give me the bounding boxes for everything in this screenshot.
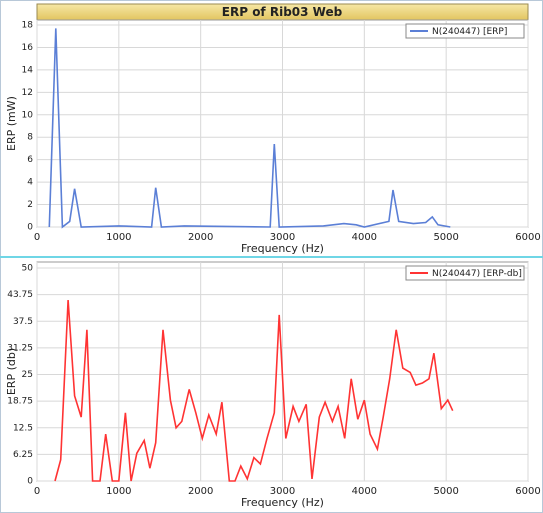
x-tick-label: 4000 [352,232,377,243]
x-axis-label: Frequency (Hz) [241,496,324,509]
legend-box [405,23,525,39]
y-tick-label: 2 [27,200,33,210]
y-tick-label: 8 [27,133,33,143]
x-tick-label: 3000 [270,486,295,497]
data-line [48,28,451,229]
y-tick-label: 18 [22,21,34,31]
y-tick-label: 0 [27,477,33,487]
x-tick-label: 0 [34,232,40,243]
x-tick-label: 4000 [352,486,377,497]
y-tick-label: 6.25 [13,450,33,460]
legend-label: N(240447) [ERP] [432,27,507,37]
y-tick-label: 31.25 [7,343,33,353]
x-tick-label: 3000 [270,232,295,243]
y-tick-label: 18.75 [7,397,33,407]
x-axis-label: Frequency (Hz) [241,242,324,255]
x-tick-label: 0 [34,486,40,497]
x-tick-label: 6000 [515,232,540,243]
x-tick-label: 1000 [106,232,131,243]
x-tick-label: 2000 [188,486,213,497]
y-axis-label: ERP (db) [5,348,18,395]
y-tick-label: 0 [27,223,33,233]
y-tick-label: 12.5 [13,423,33,433]
x-tick-label: 5000 [433,486,458,497]
x-tick-label: 2000 [188,232,213,243]
legend-box [405,265,525,281]
y-axis-label: ERP (mW) [5,96,18,151]
y-tick-label: 43.75 [7,290,33,300]
y-tick-label: 12 [22,88,33,98]
chart-title: ERP of Rib03 Web [222,5,343,19]
y-tick-label: 37.5 [13,317,33,327]
y-tick-label: 14 [22,65,34,75]
y-tick-label: 4 [27,178,33,188]
legend-label: N(240447) [ERP-db] [432,269,522,279]
y-tick-label: 16 [22,43,34,53]
y-tick-label: 50 [22,264,34,274]
y-tick-label: 6 [27,155,33,165]
y-tick-label: 10 [22,110,34,120]
x-tick-label: 6000 [515,486,540,497]
y-tick-label: 25 [22,370,33,380]
data-line [54,299,454,482]
x-tick-label: 5000 [433,232,458,243]
x-tick-label: 1000 [106,486,131,497]
